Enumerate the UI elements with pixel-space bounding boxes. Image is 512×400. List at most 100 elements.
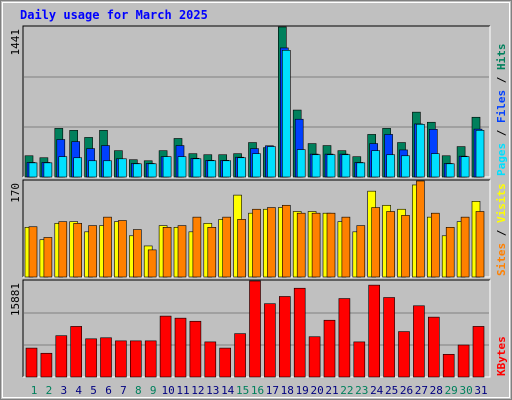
bar <box>43 162 53 178</box>
x-tick-label: 16 <box>251 384 264 397</box>
bar <box>296 212 306 278</box>
legend-separator: / <box>495 123 508 143</box>
bar <box>326 212 336 278</box>
bar <box>430 212 440 278</box>
legend-entry: KBytes <box>495 336 508 376</box>
bar <box>401 215 410 278</box>
bar <box>222 216 231 278</box>
x-tick-label: 30 <box>459 384 472 397</box>
x-tick-label: 29 <box>445 384 458 397</box>
bar <box>427 316 440 378</box>
bar <box>460 156 470 178</box>
bar <box>118 158 127 178</box>
x-tick-label: 2 <box>46 384 53 397</box>
bar <box>73 157 82 178</box>
bar <box>249 280 261 378</box>
bar <box>58 221 68 278</box>
bar <box>341 216 351 278</box>
bar <box>189 320 202 378</box>
legend: KBytes <box>495 336 508 376</box>
bar <box>207 227 217 278</box>
bar <box>177 225 187 278</box>
bar <box>311 154 321 178</box>
bar <box>413 305 425 378</box>
x-tick-label: 26 <box>400 384 413 397</box>
bar <box>237 219 246 278</box>
bar <box>368 284 381 378</box>
bar <box>58 156 68 178</box>
x-tick-label: 1 <box>31 384 38 397</box>
x-tick-label: 22 <box>340 384 353 397</box>
legend-entry: Files <box>495 90 508 123</box>
x-tick-label: 8 <box>135 384 142 397</box>
bar <box>28 162 38 178</box>
legend-separator: / <box>495 70 508 90</box>
bar <box>118 220 127 278</box>
x-tick-label: 6 <box>105 384 112 397</box>
bar <box>341 154 351 178</box>
y-tick-label: 15881 <box>9 283 22 316</box>
bar <box>40 352 53 378</box>
bar <box>133 229 142 278</box>
legend: Pages / Files / Hits <box>495 44 508 177</box>
bar <box>88 225 97 278</box>
legend-entry: Sites <box>495 243 508 276</box>
bar <box>338 298 351 378</box>
x-tick-label: 17 <box>266 384 279 397</box>
chart-title: Daily usage for March 2025 <box>20 8 208 22</box>
bar <box>115 340 127 378</box>
bar <box>28 226 38 278</box>
bar <box>296 149 306 178</box>
x-tick-label: 10 <box>161 384 174 397</box>
bar <box>267 146 276 178</box>
bar <box>174 317 187 378</box>
bar <box>252 208 261 278</box>
panel-border-dark <box>22 25 490 177</box>
bar <box>207 160 217 178</box>
bar <box>73 223 82 278</box>
bar <box>103 160 112 178</box>
bar <box>237 157 246 178</box>
bar <box>326 154 336 178</box>
x-tick-label: 4 <box>75 384 82 397</box>
bar <box>55 335 68 378</box>
bar <box>130 340 142 378</box>
bar <box>445 163 455 178</box>
bar <box>147 249 157 278</box>
x-tick-label: 3 <box>60 384 67 397</box>
panel-border-dark <box>22 279 490 377</box>
x-tick-label: 7 <box>120 384 127 397</box>
bar <box>267 207 276 278</box>
y-tick-label: 170 <box>9 183 22 203</box>
bar <box>264 303 276 378</box>
bar <box>252 153 261 178</box>
bar <box>416 124 425 178</box>
bar <box>383 297 395 378</box>
x-tick-label: 11 <box>176 384 189 397</box>
x-tick-label: 31 <box>474 384 487 397</box>
bar <box>70 326 82 378</box>
bar <box>356 225 366 278</box>
bar <box>177 156 187 178</box>
bar <box>281 50 291 178</box>
bar <box>356 162 366 178</box>
bar <box>219 347 231 378</box>
bar <box>293 287 306 378</box>
x-tick-label: 12 <box>191 384 204 397</box>
bar <box>398 331 410 378</box>
legend: Sites / Visits <box>495 183 508 276</box>
bar <box>192 216 202 278</box>
bar <box>472 326 485 378</box>
legend-separator: / <box>495 223 508 243</box>
x-tick-label: 5 <box>90 384 97 397</box>
bar <box>311 212 321 278</box>
x-tick-label: 23 <box>355 384 368 397</box>
x-tick-label: 28 <box>430 384 443 397</box>
y-tick-label: 1441 <box>9 29 22 56</box>
x-tick-label: 9 <box>150 384 157 397</box>
x-tick-label: 13 <box>206 384 219 397</box>
legend-entry: Pages <box>495 143 508 176</box>
bar <box>308 336 321 378</box>
bar <box>445 227 455 278</box>
